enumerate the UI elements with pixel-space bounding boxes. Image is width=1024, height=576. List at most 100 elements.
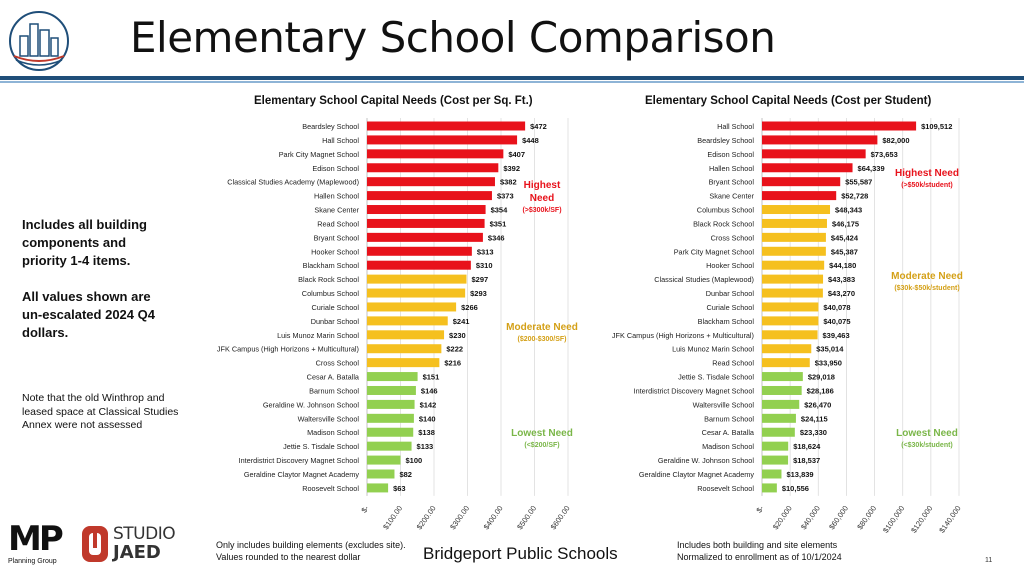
annotation-sub-0-1: ($200-$300/SF)	[517, 336, 566, 343]
category-label-1-10: Hooker School	[706, 261, 754, 270]
x-tick-label-0-4: $400.00	[482, 504, 505, 531]
value-label-1-9: $45,387	[831, 247, 858, 256]
category-label-0-3: Edison School	[312, 164, 359, 173]
bar-0-17	[367, 358, 440, 368]
bar-1-0	[762, 121, 917, 131]
category-label-1-21: Barnum School	[704, 414, 754, 423]
category-label-0-17: Cross School	[316, 359, 360, 368]
bar-0-1	[367, 135, 518, 145]
annotation-0-2-line-0: Lowest Need	[511, 428, 573, 439]
category-label-1-6: Columbus School	[697, 206, 755, 215]
bar-0-25	[367, 469, 395, 479]
bar-1-21	[762, 413, 796, 423]
annotation-1-1-line-0: Moderate Need	[891, 271, 963, 282]
value-label-0-17: $216	[444, 359, 461, 368]
bar-1-22	[762, 427, 795, 437]
x-tick-label-1-0: $-	[754, 503, 765, 514]
category-label-1-19: Interdistrict Discovery Magnet School	[634, 386, 755, 395]
category-label-1-15: JFK Campus (High Horizons + Multicultura…	[612, 331, 754, 340]
value-label-1-15: $39,463	[823, 331, 850, 340]
value-label-0-0: $472	[530, 122, 547, 131]
value-label-0-20: $142	[420, 400, 437, 409]
x-tick-label-1-7: $140,000	[937, 504, 962, 535]
category-label-0-2: Park City Magnet School	[279, 150, 360, 159]
category-label-1-4: Bryant School	[709, 178, 755, 187]
value-label-0-21: $140	[419, 414, 436, 423]
category-label-1-14: Blackham School	[698, 317, 755, 326]
annotation-1-0-line-0: Highest Need	[895, 168, 959, 179]
category-label-0-18: Cesar A. Batalla	[307, 373, 360, 382]
value-label-1-22: $23,330	[800, 428, 827, 437]
category-label-0-22: Madison School	[307, 428, 359, 437]
city-skyline-logo	[9, 11, 69, 71]
value-label-0-3: $392	[503, 164, 520, 173]
value-label-1-21: $24,115	[801, 414, 828, 423]
page-title: Elementary School Comparison	[130, 13, 776, 62]
bar-0-4	[367, 177, 495, 187]
title-divider-light	[0, 81, 1024, 83]
bar-1-26	[762, 483, 777, 493]
value-label-1-17: $33,950	[815, 359, 842, 368]
bar-0-9	[367, 246, 472, 256]
bar-0-24	[367, 455, 401, 465]
value-label-0-1: $448	[522, 136, 539, 145]
category-label-0-11: Black Rock School	[298, 275, 359, 284]
annotation-1-2-line-0: Lowest Need	[896, 428, 958, 439]
value-label-0-13: $266	[461, 303, 478, 312]
bar-1-11	[762, 274, 824, 284]
category-label-1-23: Madison School	[702, 442, 754, 451]
value-label-0-6: $354	[491, 206, 509, 215]
value-label-0-25: $82	[399, 470, 412, 479]
value-label-0-19: $146	[421, 386, 438, 395]
bar-0-23	[367, 441, 412, 451]
category-label-0-16: JFK Campus (High Horizons + Multicultura…	[217, 345, 359, 354]
studio-jaed-mark-icon	[82, 526, 108, 562]
value-label-0-7: $351	[490, 219, 507, 228]
category-label-1-22: Cesar A. Batalla	[702, 428, 755, 437]
bar-1-19	[762, 385, 802, 395]
category-label-1-8: Cross School	[711, 233, 755, 242]
value-label-0-11: $297	[471, 275, 488, 284]
value-label-0-5: $373	[497, 192, 514, 201]
bar-0-15	[367, 330, 445, 340]
annotation-sub-1-1: ($30k-$50k/student)	[894, 285, 959, 292]
value-label-0-15: $230	[449, 331, 466, 340]
value-label-1-0: $109,512	[921, 122, 952, 131]
bar-0-13	[367, 302, 457, 312]
bar-0-0	[367, 121, 526, 131]
bar-0-6	[367, 205, 486, 215]
bar-0-3	[367, 163, 499, 173]
x-tick-label-0-6: $600.00	[549, 504, 572, 531]
category-label-0-26: Roosevelt School	[302, 484, 359, 493]
annotation-0-1-line-0: Moderate Need	[506, 322, 578, 333]
studio-logo-word: STUDIO	[113, 524, 176, 544]
category-label-0-8: Bryant School	[314, 233, 360, 242]
bar-0-16	[367, 344, 442, 354]
chart-title-sqft: Elementary School Capital Needs (Cost pe…	[254, 95, 533, 107]
category-label-1-12: Dunbar School	[706, 289, 755, 298]
bar-1-24	[762, 455, 789, 465]
studio-jaed-logo: STUDIO JAED	[80, 522, 180, 568]
bar-0-2	[367, 149, 504, 159]
annotation-sub-1-0: (>$50k/student)	[901, 182, 953, 189]
value-label-0-9: $313	[477, 247, 494, 256]
bar-0-14	[367, 316, 448, 326]
value-label-1-10: $44,180	[829, 261, 856, 270]
value-label-1-4: $55,587	[845, 178, 872, 187]
bar-0-20	[367, 399, 415, 409]
category-label-0-15: Luis Munoz Marin School	[277, 331, 359, 340]
jaed-logo-word: JAED	[113, 542, 161, 563]
bar-1-23	[762, 441, 789, 451]
category-label-1-0: Hall School	[717, 122, 754, 131]
mp-planning-logo: MP Planning Group	[8, 522, 70, 570]
bar-1-17	[762, 358, 810, 368]
category-label-0-23: Jettie S. Tisdale School	[283, 442, 359, 451]
category-label-0-14: Dunbar School	[311, 317, 360, 326]
x-tick-label-0-2: $200.00	[415, 504, 438, 531]
category-label-0-24: Interdistrict Discovery Magnet School	[239, 456, 360, 465]
category-label-0-1: Hall School	[322, 136, 359, 145]
category-label-1-20: Waltersville School	[693, 400, 755, 409]
bar-0-19	[367, 385, 416, 395]
annotation-sub-0-2: (<$200/SF)	[524, 442, 559, 449]
value-label-0-16: $222	[446, 345, 463, 354]
